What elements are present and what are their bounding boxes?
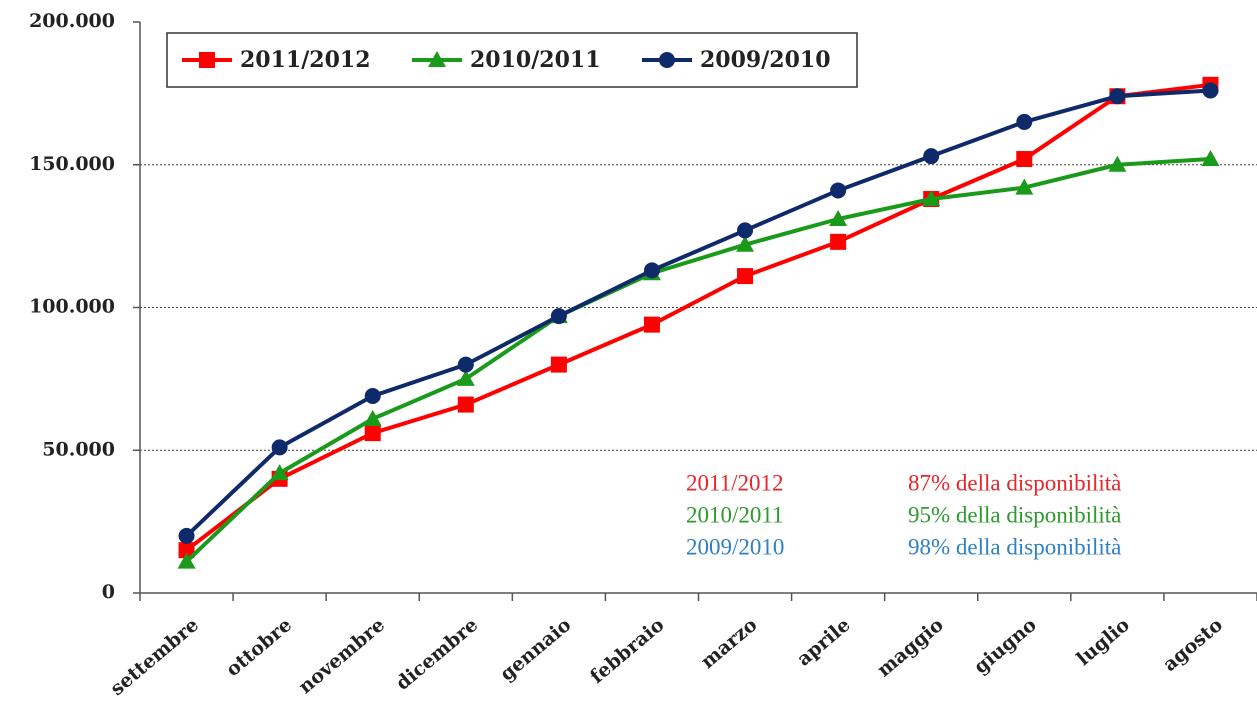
marker <box>550 308 567 325</box>
annotation: 2010/2011 <box>686 502 784 527</box>
marker <box>270 464 289 481</box>
marker <box>1108 155 1127 172</box>
marker <box>1016 113 1033 130</box>
annotation: 87% della disponibilità <box>908 470 1121 495</box>
marker <box>923 148 940 165</box>
marker <box>456 369 475 386</box>
marker <box>178 542 195 559</box>
marker <box>1016 151 1033 168</box>
marker <box>457 396 474 413</box>
legend-marker <box>199 52 215 68</box>
marker <box>457 356 474 373</box>
x-tick-label: novembre <box>294 614 389 698</box>
marker <box>736 235 755 252</box>
x-tick-label: maggio <box>873 614 948 682</box>
marker <box>363 409 382 426</box>
annotation: 95% della disponibilità <box>908 502 1121 527</box>
x-tick-label: settembre <box>106 614 203 700</box>
legend-marker <box>428 51 446 67</box>
x-tick-label: luglio <box>1073 614 1134 670</box>
legend-label: 2011/2012 <box>240 47 371 73</box>
y-tick-label: 50.000 <box>42 438 115 460</box>
series-line <box>185 82 1211 552</box>
x-tick-label: giugno <box>970 614 1041 678</box>
x-tick-label: marzo <box>697 614 762 673</box>
marker <box>364 425 381 442</box>
marker <box>737 222 754 239</box>
x-tick-label: aprile <box>793 614 855 671</box>
marker <box>830 182 847 199</box>
legend-box <box>166 32 858 88</box>
legend-label: 2010/2011 <box>470 47 601 73</box>
x-tick-label: ottobre <box>222 614 296 681</box>
series-line <box>185 88 1211 538</box>
annotation: 2011/2012 <box>686 470 784 495</box>
legend-label: 2009/2010 <box>700 47 831 73</box>
marker <box>177 552 196 569</box>
marker <box>271 439 288 456</box>
marker <box>1015 178 1034 195</box>
marker <box>550 356 567 373</box>
marker <box>829 209 848 226</box>
annotation: 98% della disponibilità <box>908 534 1121 559</box>
marker <box>1202 82 1219 99</box>
x-tick-label: febbraio <box>586 614 668 688</box>
marker <box>643 316 660 333</box>
marker <box>737 268 754 285</box>
marker <box>364 388 381 405</box>
y-tick-label: 200.000 <box>29 10 115 32</box>
y-tick-label: 150.000 <box>29 153 115 175</box>
x-tick-label: agosto <box>1159 614 1227 676</box>
legend-marker <box>659 52 675 68</box>
marker <box>1201 150 1220 167</box>
annotation: 2009/2010 <box>686 534 784 559</box>
y-tick-label: 0 <box>102 581 115 603</box>
series-line <box>185 157 1211 564</box>
marker <box>830 233 847 250</box>
marker <box>922 190 941 207</box>
x-tick-label: dicembre <box>392 614 482 695</box>
x-tick-label: gennaio <box>496 614 575 686</box>
marker <box>643 262 660 279</box>
marker <box>178 527 195 544</box>
y-tick-label: 100.000 <box>29 296 115 318</box>
marker <box>1109 88 1126 105</box>
